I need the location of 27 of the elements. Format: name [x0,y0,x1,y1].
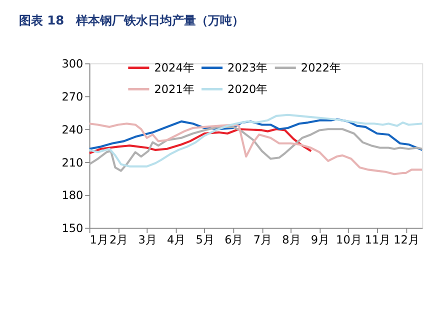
x-tick-label: 4月 [167,233,186,246]
x-tick-label: 12月 [394,233,419,246]
chart-title: 图表 18 样本钢厂铁水日均产量（万吨） [18,14,244,28]
line-series [89,128,312,154]
line-series [89,118,422,151]
x-tick-label: 5月 [196,233,214,246]
y-tick-label: 210 [62,156,84,170]
y-tick-label: 270 [62,90,84,104]
x-tick-label: 10月 [336,233,362,246]
y-tick-label: 300 [62,58,84,71]
y-tick-label: 240 [62,123,84,136]
x-tick-label: 1月 [90,233,108,246]
x-tick-label: 2月 [109,233,128,246]
legend-label: 2020年 [228,82,268,96]
x-tick-label: 9月 [310,233,330,246]
x-tick-label: 11月 [364,233,390,246]
y-tick-label: 180 [62,189,84,202]
legend-label: 2024年 [154,62,194,75]
y-tick-label: 150 [62,222,84,236]
x-tick-label: 3月 [138,233,156,246]
legend-label: 2022年 [300,62,341,75]
line-series [89,114,422,168]
x-tick-label: 8月 [282,233,300,246]
legend-label: 2021年 [154,82,194,96]
x-tick-label: 7月 [253,233,272,246]
x-tick-label: 6月 [224,233,243,246]
legend-label: 2023年 [228,62,268,75]
